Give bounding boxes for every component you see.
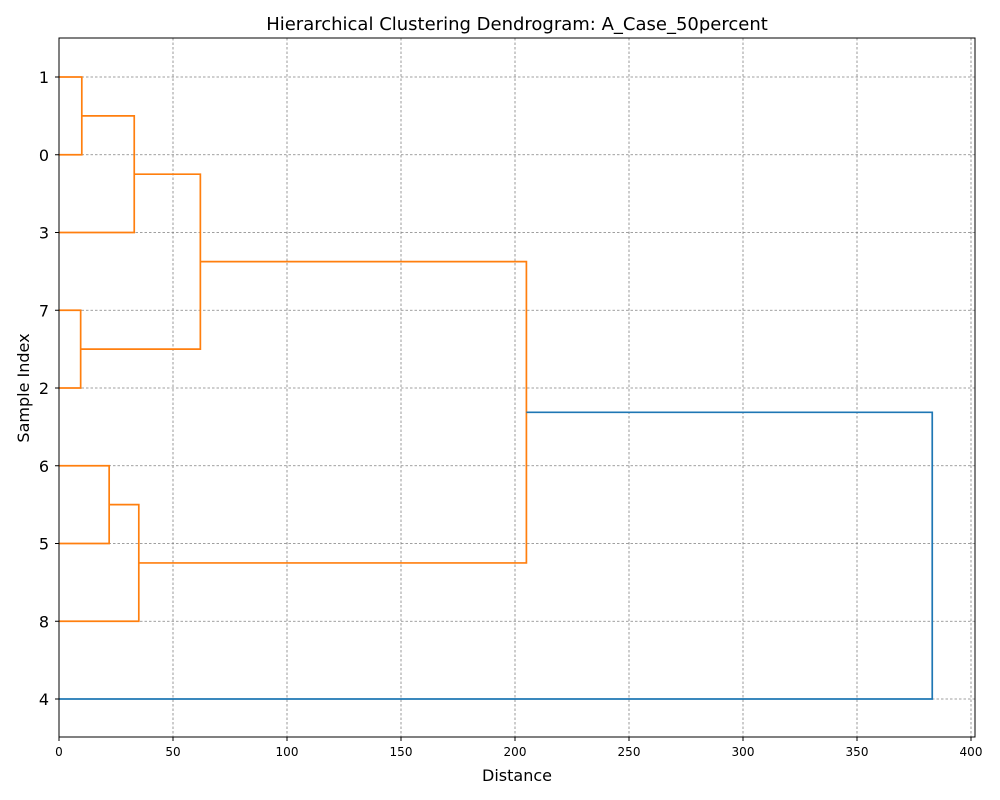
leaf-label: 2 bbox=[39, 379, 49, 398]
leaf-label: 8 bbox=[39, 612, 49, 631]
x-tick-label: 250 bbox=[618, 745, 641, 759]
x-tick-label: 100 bbox=[276, 745, 299, 759]
dendrogram-link bbox=[59, 309, 82, 389]
dendrogram-link bbox=[59, 76, 83, 156]
leaf-label: 4 bbox=[39, 690, 49, 709]
dendrogram-link bbox=[59, 503, 140, 623]
dendrogram-link bbox=[80, 173, 202, 350]
x-axis-label: Distance bbox=[482, 766, 552, 785]
y-axis-label: Sample Index bbox=[14, 333, 33, 442]
dendrogram-link bbox=[59, 464, 111, 545]
dendrogram-link bbox=[138, 260, 528, 564]
x-tick-label: 50 bbox=[165, 745, 180, 759]
x-tick-label: 150 bbox=[390, 745, 413, 759]
chart-title: Hierarchical Clustering Dendrogram: A_Ca… bbox=[266, 14, 768, 35]
x-tick-label: 300 bbox=[732, 745, 755, 759]
grid-lines bbox=[59, 38, 975, 737]
dendrogram-link bbox=[59, 411, 934, 700]
leaf-label: 0 bbox=[39, 146, 49, 165]
plot-frame bbox=[58, 37, 976, 738]
leaf-label: 1 bbox=[39, 68, 49, 87]
dendrogram-link bbox=[59, 115, 136, 234]
x-axis-ticks: 0 50 100 150 200 250 300 350 400 bbox=[55, 737, 982, 759]
leaf-label: 3 bbox=[39, 224, 49, 243]
x-tick-label: 400 bbox=[960, 745, 983, 759]
x-tick-label: 350 bbox=[846, 745, 869, 759]
leaf-label: 7 bbox=[39, 301, 49, 320]
x-tick-label: 200 bbox=[504, 745, 527, 759]
x-tick-label: 0 bbox=[55, 745, 63, 759]
y-axis-ticks: 1 0 3 7 2 6 5 8 4 bbox=[39, 68, 59, 709]
leaf-label: 5 bbox=[39, 535, 49, 554]
dendrogram-links bbox=[59, 76, 934, 700]
leaf-label: 6 bbox=[39, 457, 49, 476]
